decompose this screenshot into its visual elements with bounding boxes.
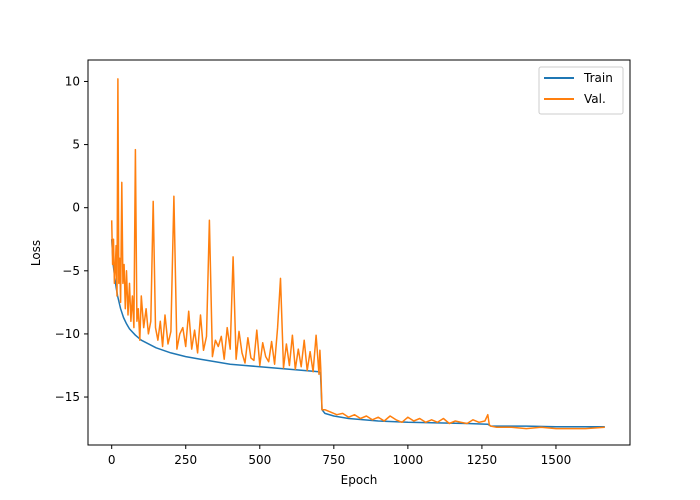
plot-lines	[110, 78, 605, 430]
y-tick-label: −5	[62, 264, 80, 278]
series-line-train	[110, 239, 605, 428]
y-tick-label: 10	[65, 74, 80, 88]
x-tick-label: 1000	[393, 453, 424, 467]
x-tick-label: 500	[248, 453, 271, 467]
x-tick-label: 750	[322, 453, 345, 467]
x-tick-label: 1250	[467, 453, 498, 467]
y-axis: −15 −10 −5 0 5 10	[55, 74, 88, 404]
y-tick-label: 5	[72, 138, 80, 152]
y-tick-label: 0	[72, 201, 80, 215]
x-axis: 0 250 500 750 1000 1250 1500	[108, 445, 571, 467]
legend-label-val: Val.	[584, 92, 606, 106]
legend-label-train: Train	[583, 71, 613, 85]
legend: Train Val.	[538, 66, 624, 115]
y-tick-label: −15	[55, 390, 80, 404]
x-tick-label: 1500	[541, 453, 572, 467]
series-line-val	[110, 78, 605, 430]
plot-frame	[87, 59, 631, 446]
y-tick-label: −10	[55, 327, 80, 341]
y-axis-label: Loss	[29, 240, 43, 266]
x-tick-label: 250	[174, 453, 197, 467]
x-axis-label: Epoch	[341, 473, 378, 487]
x-tick-label: 0	[108, 453, 116, 467]
